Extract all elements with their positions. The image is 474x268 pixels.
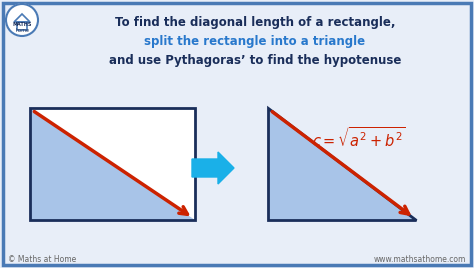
Text: www.mathsathome.com: www.mathsathome.com bbox=[374, 255, 466, 264]
Polygon shape bbox=[30, 108, 195, 220]
Text: home: home bbox=[15, 28, 29, 32]
Text: To find the diagonal length of a rectangle,: To find the diagonal length of a rectang… bbox=[115, 16, 395, 29]
Text: MATHS: MATHS bbox=[12, 21, 32, 27]
Bar bbox=[30, 108, 195, 220]
Bar bbox=[30, 108, 195, 220]
Circle shape bbox=[6, 4, 38, 36]
FancyBboxPatch shape bbox=[3, 3, 471, 265]
FancyArrow shape bbox=[192, 152, 234, 184]
Polygon shape bbox=[268, 108, 416, 220]
Bar bbox=[17, 22, 27, 30]
Text: and use Pythagoras’ to find the hypotenuse: and use Pythagoras’ to find the hypotenu… bbox=[109, 54, 401, 67]
Text: $c = \sqrt{a^2 + b^2}$: $c = \sqrt{a^2 + b^2}$ bbox=[312, 126, 406, 150]
Text: © Maths at Home: © Maths at Home bbox=[8, 255, 76, 264]
Text: split the rectangle into a triangle: split the rectangle into a triangle bbox=[145, 35, 365, 48]
